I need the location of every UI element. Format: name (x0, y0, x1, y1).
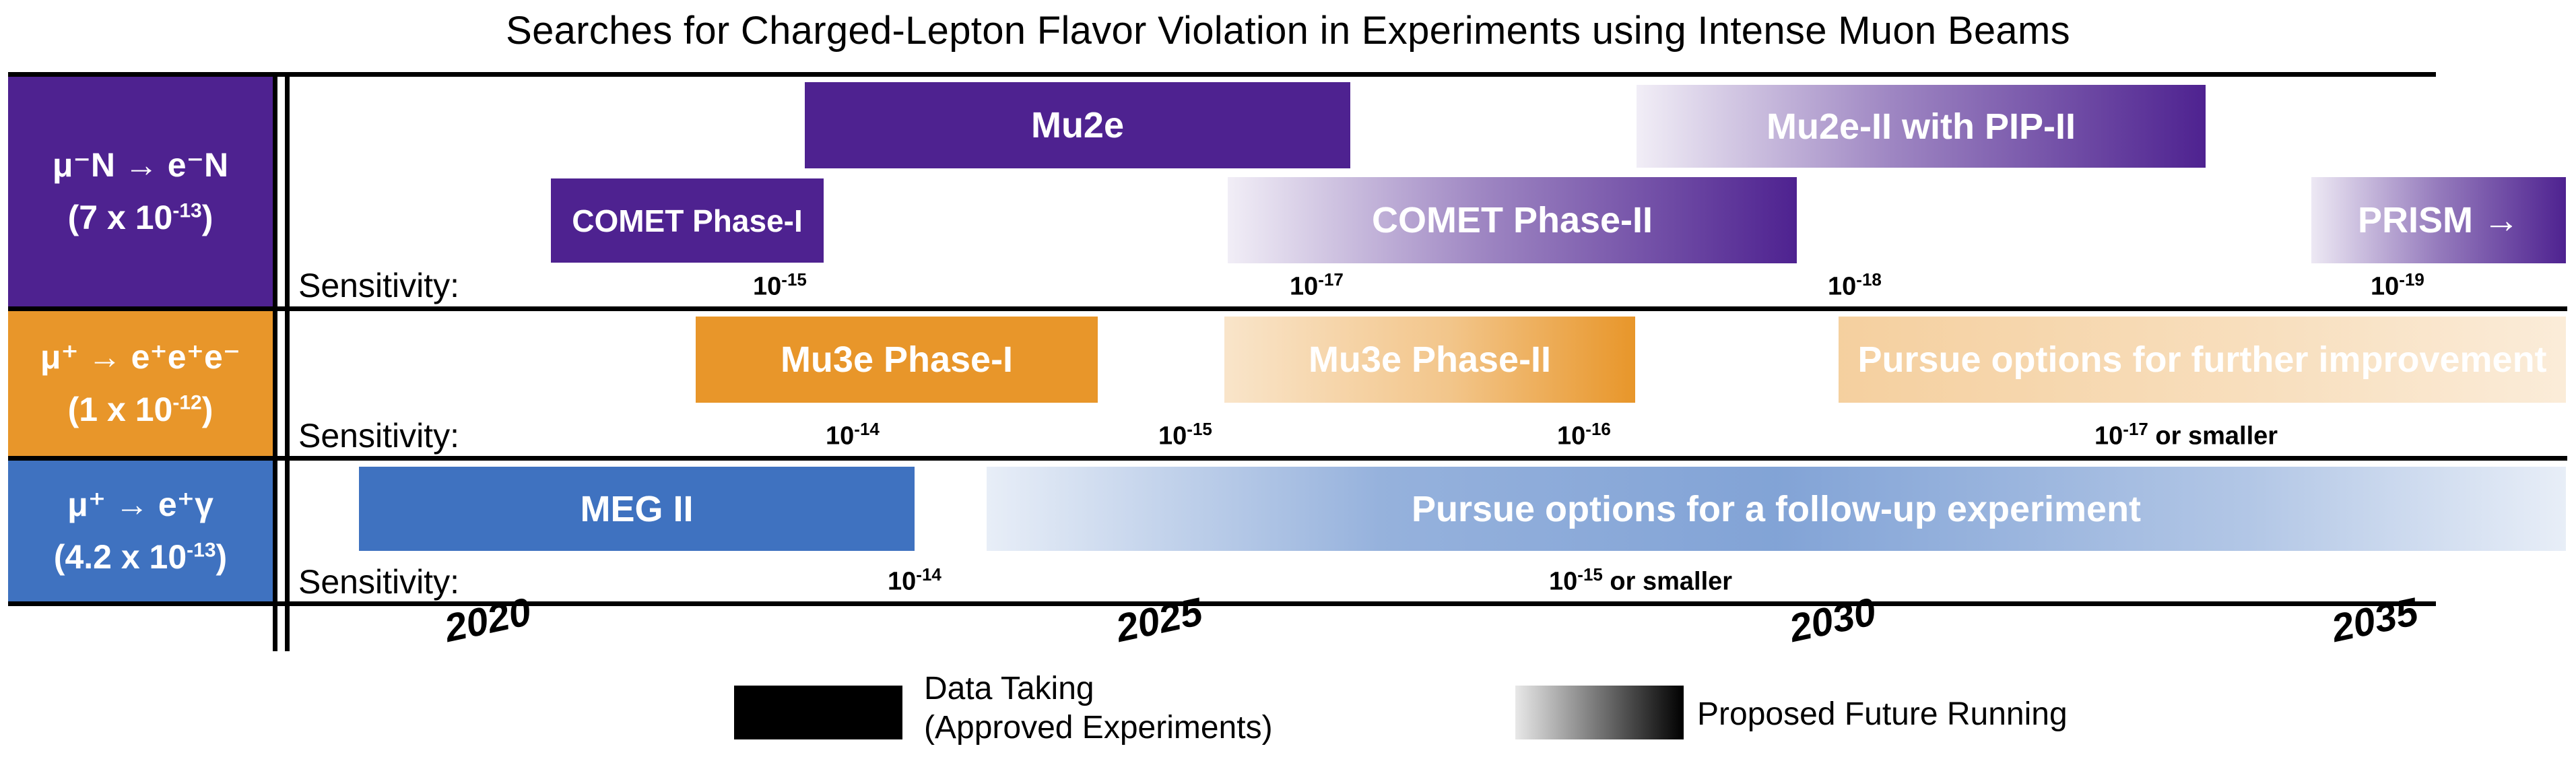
current-limit: (7 x 10-13) (67, 198, 213, 236)
sensitivity-value: 10-19 (2371, 269, 2424, 301)
row-label-meg: μ⁺ → e⁺γ (4.2 x 10-13) (8, 461, 273, 601)
row-divider-1 (8, 306, 2567, 311)
process-label: μ⁻N → e⁻N (52, 146, 229, 184)
legend-label-data-taking: Data Taking (Approved Experiments) (924, 671, 1273, 746)
bar-prism: PRISM → (2311, 177, 2566, 263)
row-label-mu3e: μ⁺ → e⁺e⁺e⁻ (1 x 10-12) (8, 311, 273, 456)
year-tick-2035: 2035 (2327, 589, 2422, 651)
bar-mu3e-phase-ii: Mu3e Phase-II (1224, 317, 1635, 403)
sensitivity-value: 10-16 (1557, 419, 1611, 451)
bar-pursue-further-improvement: Pursue options for further improvement (1839, 317, 2566, 403)
year-tick-2025: 2025 (1112, 589, 1207, 651)
row-label-mu-n-to-e-n: μ⁻N → e⁻N (7 x 10-13) (8, 77, 273, 306)
bar-comet-phase-ii: COMET Phase-II (1228, 177, 1797, 263)
sensitivity-label: Sensitivity: (298, 417, 459, 455)
bar-meg-ii: MEG II (359, 467, 915, 551)
sensitivity-value: 10-15 (753, 269, 807, 301)
current-limit: (1 x 10-12) (67, 390, 213, 428)
sensitivity-value: 10-15 or smaller (1549, 564, 1733, 596)
sensitivity-value: 10-17 (1290, 269, 1344, 301)
chart-title: Searches for Charged-Lepton Flavor Viola… (506, 9, 2070, 53)
sensitivity-value: 10-15 (1158, 419, 1212, 451)
label-divider-left (273, 72, 277, 651)
sensitivity-value: 10-14 (888, 564, 942, 596)
bar-comet-phase-i: COMET Phase-I (551, 178, 824, 263)
sensitivity-label: Sensitivity: (298, 563, 459, 601)
process-label: μ⁺ → e⁺e⁺e⁻ (40, 338, 241, 376)
current-limit: (4.2 x 10-13) (53, 537, 228, 576)
legend-swatch-data-taking (734, 686, 902, 739)
label-divider-right (285, 72, 290, 651)
legend-label-proposed: Proposed Future Running (1697, 696, 2068, 732)
sensitivity-value: 10-14 (826, 419, 880, 451)
top-rule (8, 72, 2436, 77)
legend-swatch-proposed (1515, 686, 1684, 739)
bar-mu2e-ii: Mu2e-II with PIP-II (1637, 85, 2206, 168)
sensitivity-value: 10-18 (1828, 269, 1882, 301)
bottom-rule (8, 601, 2436, 606)
sensitivity-label: Sensitivity: (298, 267, 459, 304)
bar-mu3e-phase-i: Mu3e Phase-I (696, 317, 1098, 403)
sensitivity-value: 10-17 or smaller (2094, 419, 2278, 451)
process-label: μ⁺ → e⁺γ (67, 486, 213, 523)
row-divider-2 (8, 456, 2567, 461)
year-tick-2030: 2030 (1785, 589, 1880, 651)
bar-pursue-follow-up: Pursue options for a follow-up experimen… (987, 467, 2566, 551)
bar-mu2e: Mu2e (805, 82, 1350, 168)
